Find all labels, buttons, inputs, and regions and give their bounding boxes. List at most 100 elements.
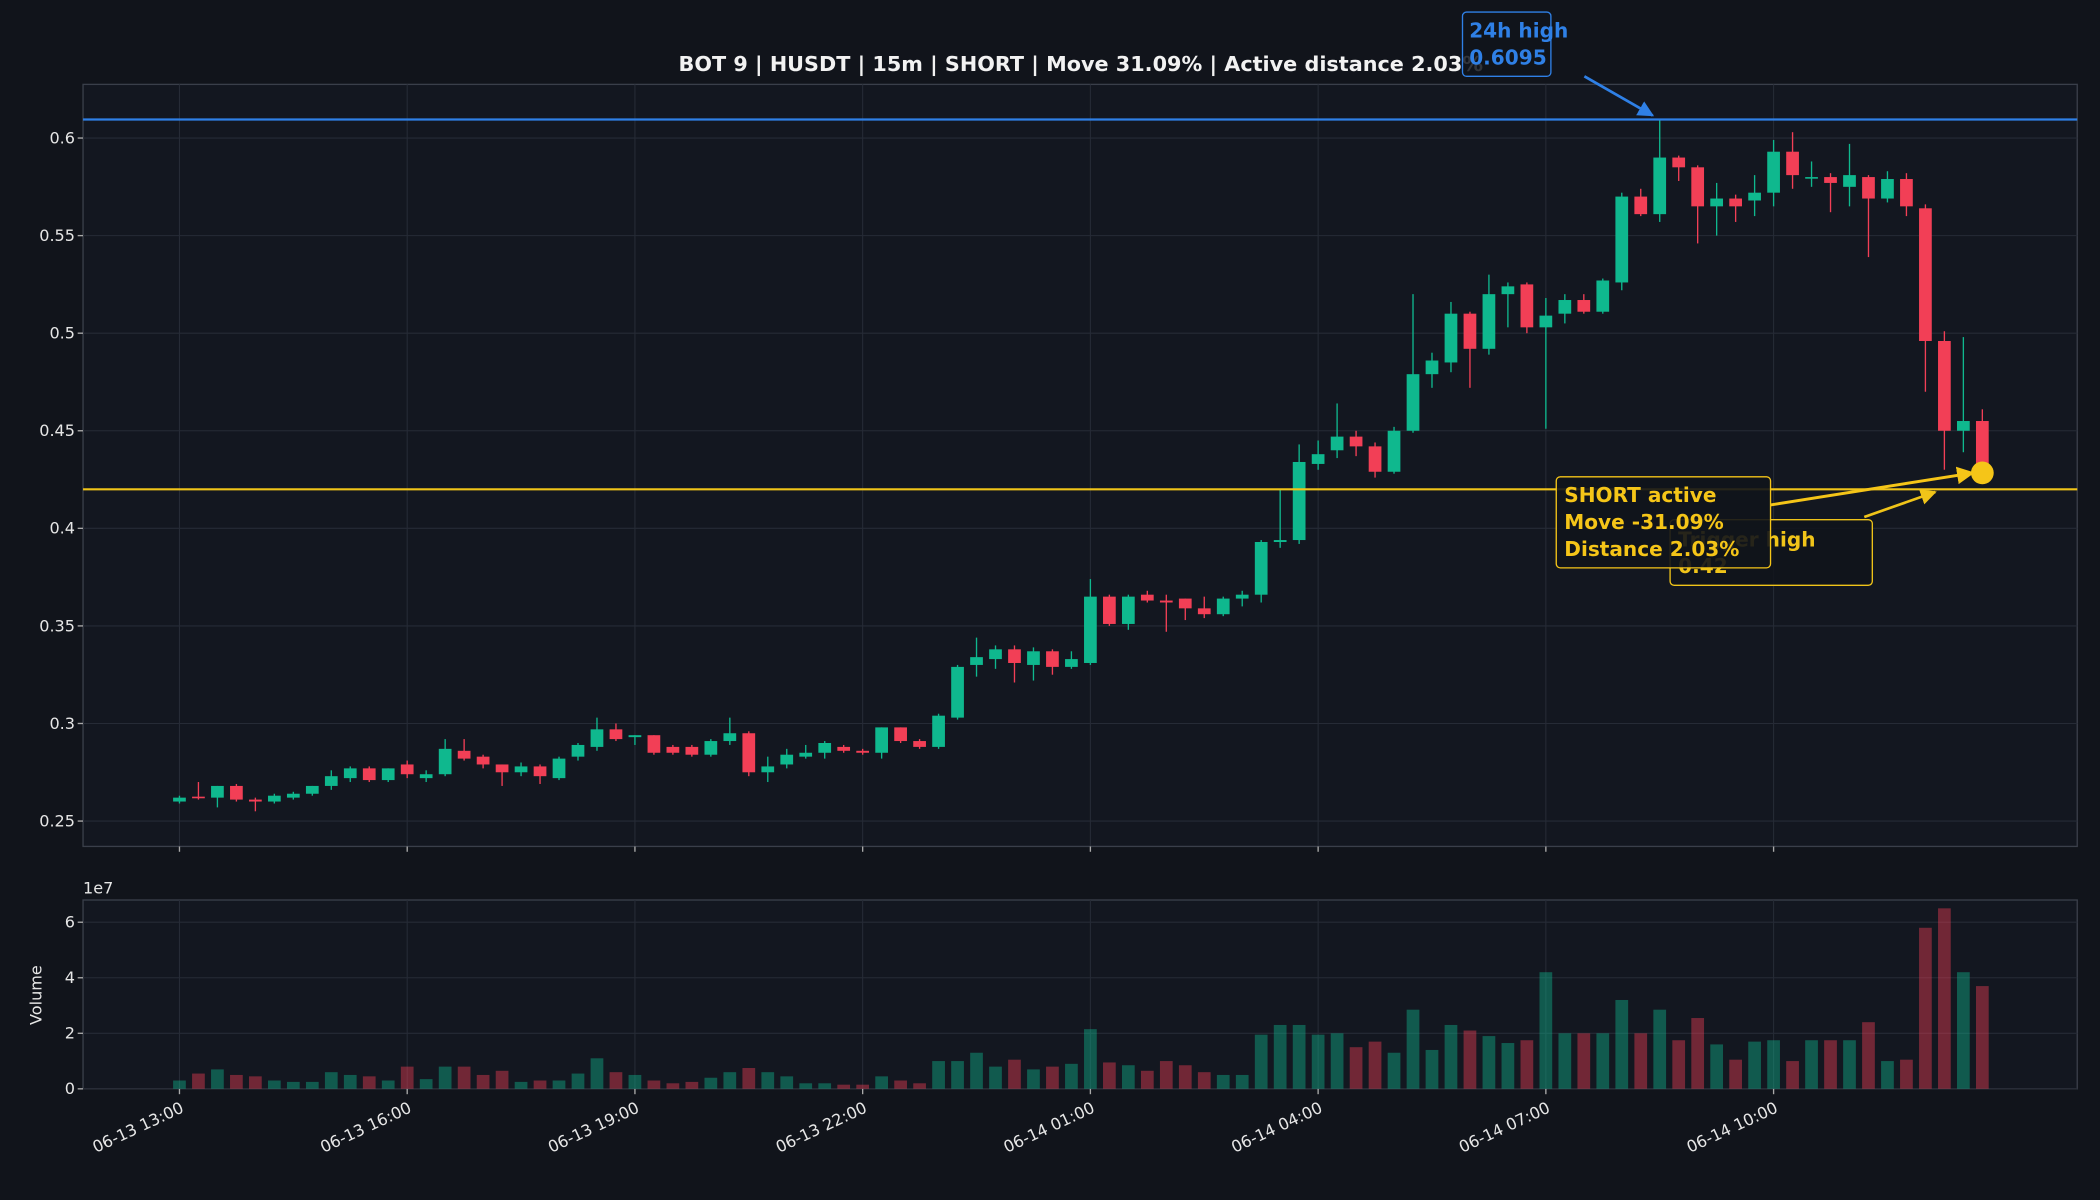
volume-bar xyxy=(1767,1040,1780,1089)
volume-bar xyxy=(1729,1059,1742,1089)
volume-bar xyxy=(211,1069,224,1089)
volume-bar xyxy=(1216,1074,1230,1089)
candle-body xyxy=(1558,300,1572,314)
candle-body xyxy=(192,796,205,799)
y-tick-label: 0.3 xyxy=(49,714,75,733)
volume-bar xyxy=(1140,1070,1154,1089)
volume-bar xyxy=(590,1058,604,1089)
volume-bar xyxy=(1653,1009,1667,1089)
candle-body xyxy=(514,766,528,773)
candle-body xyxy=(704,741,718,755)
candle-body xyxy=(571,744,585,757)
volume-bar xyxy=(780,1076,794,1089)
volume-bar xyxy=(381,1080,395,1089)
candle-body xyxy=(837,746,851,751)
candle-body xyxy=(305,785,319,794)
candle-body xyxy=(875,727,888,753)
annotation-arrow xyxy=(1770,466,1975,507)
volume-bar xyxy=(989,1066,1002,1089)
volume-bar xyxy=(875,1076,888,1089)
candle-body xyxy=(1292,461,1306,541)
y-tick-label: 0.55 xyxy=(39,226,75,245)
volume-bar xyxy=(514,1081,528,1089)
candle-body xyxy=(1121,596,1135,624)
volume-bar xyxy=(1577,1033,1591,1089)
volume-bar xyxy=(1938,908,1951,1089)
volume-bar xyxy=(1501,1043,1515,1089)
candle-body xyxy=(1881,179,1894,199)
candle-body xyxy=(1729,198,1742,207)
volume-bar xyxy=(1178,1065,1192,1089)
candle-body xyxy=(267,795,281,802)
candle-body xyxy=(1653,157,1667,215)
volume-bar xyxy=(1046,1066,1059,1089)
volume-bar xyxy=(1482,1036,1496,1089)
candle-body xyxy=(1140,594,1154,601)
y-tick-label: 0.35 xyxy=(39,616,75,635)
candle-body xyxy=(1103,596,1116,624)
candle-body xyxy=(1786,151,1799,176)
volume-tick-label: 2 xyxy=(65,1024,75,1043)
annotation-box xyxy=(1461,11,1552,78)
volume-bar xyxy=(571,1073,585,1089)
candle-body xyxy=(1520,284,1534,328)
volume-bar xyxy=(1634,1033,1648,1089)
candle-body xyxy=(1216,598,1230,615)
y-tick-label: 0.25 xyxy=(39,811,75,830)
volume-bar xyxy=(1463,1030,1477,1089)
volume-bar xyxy=(495,1070,509,1089)
y-tick-label: 0.4 xyxy=(49,519,75,538)
volume-bar xyxy=(1311,1034,1325,1089)
candle-body xyxy=(932,715,945,747)
candle-body xyxy=(761,766,775,773)
candle-body xyxy=(1938,340,1951,431)
candle-body xyxy=(457,750,471,759)
volume-bar xyxy=(1103,1062,1116,1089)
volume-tick-label: 4 xyxy=(65,968,75,987)
volume-tick-label: 6 xyxy=(65,913,75,932)
volume-bar xyxy=(457,1066,471,1089)
candle-body xyxy=(1501,286,1515,295)
volume-bar xyxy=(173,1080,186,1089)
volume-bar xyxy=(267,1080,281,1089)
candle-body xyxy=(1539,315,1553,328)
candle-body xyxy=(1008,649,1021,663)
volume-bar xyxy=(249,1076,262,1089)
candle-body xyxy=(742,733,756,773)
candle-body xyxy=(894,727,907,742)
candle-body xyxy=(590,729,604,747)
candle-body xyxy=(1387,430,1401,472)
annotation-text: SHORT active xyxy=(1564,483,1716,507)
candle-body xyxy=(989,649,1002,660)
candle-body xyxy=(381,768,395,781)
volume-bar xyxy=(932,1061,945,1089)
volume-bar xyxy=(533,1080,547,1089)
candle-body xyxy=(1748,192,1761,201)
candle-body xyxy=(780,754,794,765)
candle-body xyxy=(1084,596,1097,663)
volume-bar xyxy=(1197,1072,1211,1089)
volume-bar xyxy=(799,1083,813,1089)
candle-body xyxy=(1975,421,1989,470)
candle-body xyxy=(1634,196,1648,215)
candle-body xyxy=(799,752,813,757)
volume-bar xyxy=(1919,927,1932,1089)
volume-bar xyxy=(438,1066,452,1089)
volume-bar xyxy=(1406,1009,1420,1089)
candle-body xyxy=(1596,280,1610,312)
candle-body xyxy=(211,785,224,798)
volume-bar xyxy=(856,1084,870,1089)
candle-body xyxy=(685,746,699,755)
annotation-text: 24h high xyxy=(1469,19,1568,43)
volume-bar xyxy=(192,1073,205,1089)
volume-bar xyxy=(1292,1024,1306,1089)
candle-body xyxy=(913,741,926,747)
volume-bar xyxy=(305,1081,319,1089)
candle-body xyxy=(173,797,186,802)
candle-body xyxy=(666,746,680,753)
annotation-box xyxy=(1555,476,1772,569)
candle-body xyxy=(400,764,414,775)
annotation-text: Move -31.09% xyxy=(1564,510,1723,534)
volume-axis-label: Volume xyxy=(27,965,46,1025)
volume-bar xyxy=(609,1072,623,1089)
